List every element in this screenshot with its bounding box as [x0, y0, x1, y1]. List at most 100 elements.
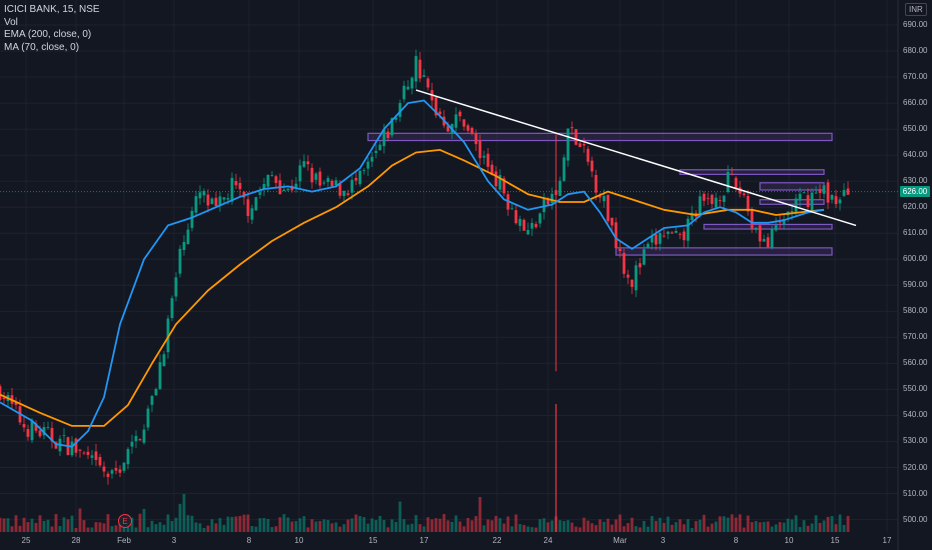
- volume-bar: [270, 527, 274, 532]
- candle-body: [542, 198, 546, 213]
- ema-indicator-label[interactable]: EMA (200, close, 0): [4, 29, 92, 40]
- candle-body: [74, 438, 78, 453]
- x-tick-label: Mar: [613, 536, 627, 545]
- volume-bar: [610, 524, 614, 532]
- x-tick-label: 10: [294, 536, 304, 545]
- candle-body: [250, 208, 254, 220]
- x-tick-label: 3: [171, 536, 177, 545]
- volume-bar: [590, 523, 594, 532]
- candle-body: [674, 230, 678, 233]
- candle-body: [522, 219, 526, 231]
- candle-body: [606, 194, 610, 222]
- candle-body: [702, 193, 706, 201]
- y-tick-label: 500.00: [903, 514, 928, 524]
- volume-bar: [842, 524, 846, 532]
- symbol-title[interactable]: ICICI BANK, 15, NSE: [4, 4, 100, 15]
- candle-body: [654, 234, 658, 245]
- candle-body: [370, 156, 374, 162]
- candle-body: [406, 86, 410, 90]
- candle-body: [186, 229, 190, 245]
- volume-bar: [290, 521, 294, 532]
- volume-bar: [334, 522, 338, 532]
- y-tick-label: 560.00: [903, 358, 928, 368]
- volume-bar: [10, 526, 14, 532]
- volume-bar: [106, 514, 110, 532]
- volume-bar: [390, 519, 394, 532]
- volume-bar: [626, 523, 630, 532]
- volume-bar: [846, 515, 850, 532]
- x-tick-label: 15: [830, 536, 840, 545]
- volume-bar: [686, 519, 690, 532]
- x-tick-label: 17: [882, 536, 892, 545]
- y-tick-label: 600.00: [903, 254, 928, 264]
- volume-bar: [442, 514, 446, 532]
- volume-bar: [678, 519, 682, 532]
- ma-indicator-label[interactable]: MA (70, close, 0): [4, 41, 80, 53]
- candle-body: [746, 195, 750, 212]
- support-resistance-zone: [703, 223, 833, 230]
- volume-bar: [782, 522, 786, 532]
- volume-bar: [78, 508, 82, 532]
- volume-bar: [498, 518, 502, 532]
- candle-body: [46, 427, 50, 428]
- volume-bar: [586, 520, 590, 532]
- volume-bar: [38, 515, 42, 532]
- volume-bar: [294, 521, 298, 532]
- volume-bar: [394, 521, 398, 532]
- volume-bar: [702, 514, 706, 532]
- volume-bar: [666, 516, 670, 532]
- volume-bar: [70, 515, 74, 532]
- candle-body: [246, 199, 250, 217]
- earnings-event-icon[interactable]: E: [118, 514, 132, 528]
- volume-bar: [134, 527, 138, 532]
- candle-body: [230, 177, 234, 202]
- candle-body: [78, 449, 82, 451]
- candle-body: [710, 194, 714, 204]
- volume-bar: [18, 525, 22, 532]
- currency-badge[interactable]: INR: [905, 3, 927, 16]
- volume-bar: [410, 523, 414, 532]
- volume-bar: [446, 520, 450, 532]
- y-tick-label: 640.00: [903, 150, 928, 160]
- candle-body: [662, 235, 666, 237]
- candle-body: [758, 225, 762, 242]
- volume-bar: [366, 523, 370, 532]
- candle-body: [534, 223, 538, 228]
- candle-body: [834, 196, 838, 205]
- candle-body: [482, 155, 486, 158]
- volume-bar: [606, 518, 610, 532]
- volume-bar: [354, 514, 358, 532]
- candle-body: [454, 114, 458, 128]
- volume-bar: [634, 526, 638, 532]
- volume-bar: [506, 516, 510, 532]
- candle-body: [686, 218, 690, 241]
- volume-bar: [706, 526, 710, 532]
- volume-bar: [670, 524, 674, 532]
- x-tick-label: 8: [246, 536, 252, 545]
- candle-body: [90, 455, 94, 458]
- volume-bar: [42, 520, 46, 532]
- y-tick-label: 620.00: [903, 202, 928, 212]
- volume-bar: [330, 523, 334, 532]
- volume-bar: [274, 526, 278, 532]
- candle-body: [330, 180, 334, 187]
- volume-bar: [138, 513, 142, 532]
- candle-body: [794, 198, 798, 214]
- volume-bar: [94, 522, 98, 532]
- candle-body: [630, 279, 634, 287]
- candle-body: [54, 442, 58, 449]
- candle-body: [806, 195, 810, 207]
- x-tick-label: 25: [21, 536, 31, 545]
- volume-bar: [742, 527, 746, 532]
- volume-bar: [50, 526, 54, 532]
- volume-indicator-label[interactable]: Vol: [4, 16, 18, 28]
- y-tick-label: 660.00: [903, 98, 928, 108]
- volume-bar: [326, 519, 330, 532]
- volume-bar: [130, 517, 134, 532]
- candle-body: [510, 208, 514, 210]
- volume-bar: [458, 521, 462, 532]
- candle-body: [466, 125, 470, 131]
- candle-body: [678, 234, 682, 235]
- y-tick-label: 590.00: [903, 280, 928, 290]
